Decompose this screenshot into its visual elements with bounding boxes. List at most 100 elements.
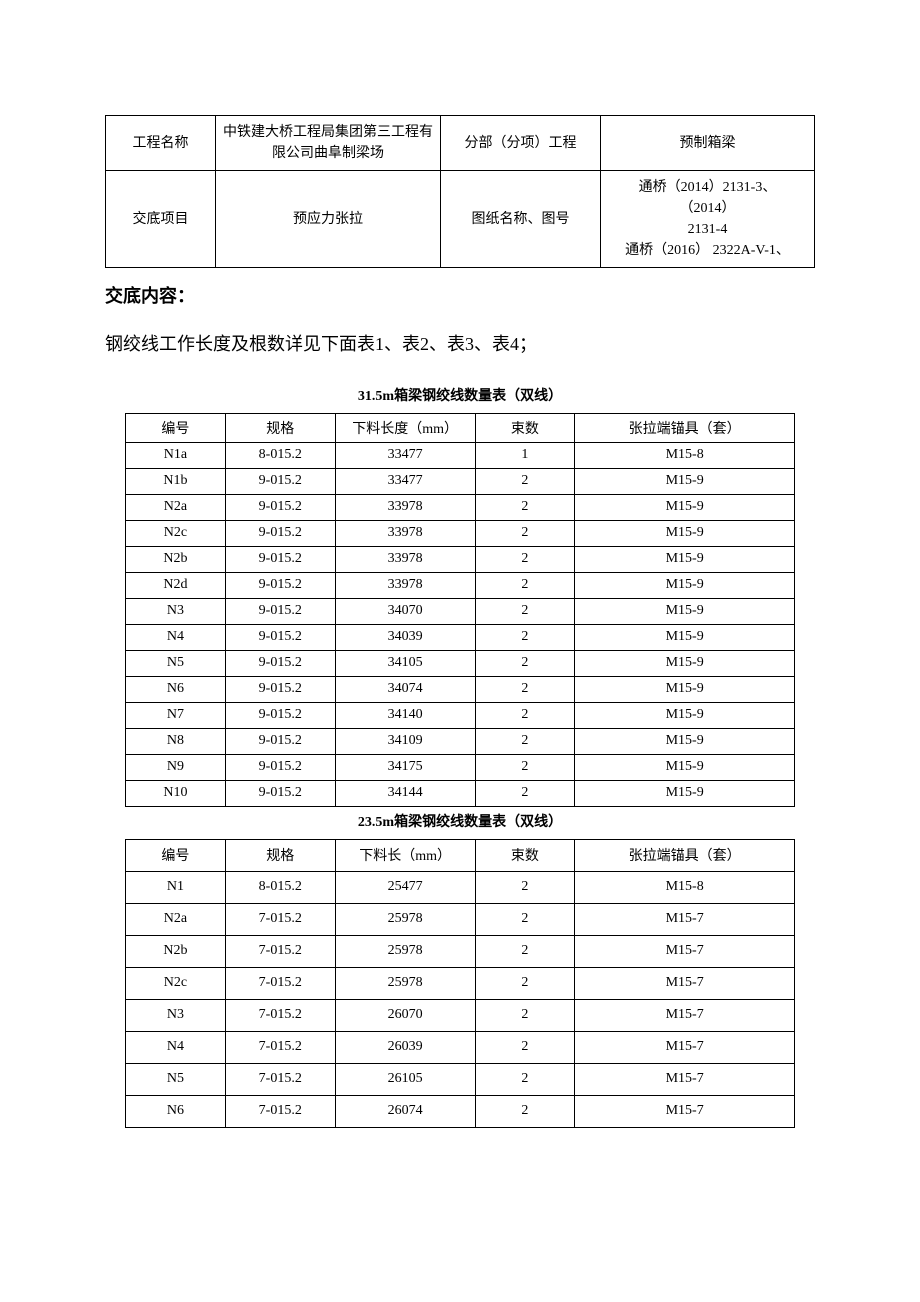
- table-cell: N6: [126, 1095, 226, 1127]
- drawing-line-2: （2014）: [605, 198, 810, 219]
- table-cell: M15-9: [575, 494, 795, 520]
- table-cell: N3: [126, 598, 226, 624]
- header-row-2: 交底项目 预应力张拉 图纸名称、图号 通桥（2014）2131-3、 （2014…: [106, 171, 815, 268]
- table-cell: N1: [126, 871, 226, 903]
- table-cell: M15-7: [575, 1063, 795, 1095]
- table2-head: 编号规格下料长（mm）束数张拉端锚具（套）: [126, 839, 795, 871]
- table-cell: 7-015.2: [225, 1095, 335, 1127]
- table-cell: N9: [126, 754, 226, 780]
- table1-header-row: 编号规格下料长度（mm）束数张拉端锚具（套）: [126, 413, 795, 442]
- table-cell: N2b: [126, 546, 226, 572]
- table-cell: M15-9: [575, 650, 795, 676]
- intro-text: 钢绞线工作长度及根数详见下面表1、表2、表3、表4；: [105, 330, 815, 359]
- table-cell: M15-9: [575, 754, 795, 780]
- header-info-table: 工程名称 中铁建大桥工程局集团第三工程有限公司曲阜制梁场 分部（分项）工程 预制…: [105, 115, 815, 268]
- table-cell: 33477: [335, 468, 475, 494]
- table-cell: 2: [475, 1063, 575, 1095]
- table-cell: 26105: [335, 1063, 475, 1095]
- table-cell: 1: [475, 442, 575, 468]
- table-cell: M15-7: [575, 999, 795, 1031]
- table-cell: N2c: [126, 520, 226, 546]
- table-cell: N4: [126, 1031, 226, 1063]
- table-row: N79-015.2341402M15-9: [126, 702, 795, 728]
- table-cell: 25978: [335, 967, 475, 999]
- table-cell: 9-015.2: [225, 598, 335, 624]
- table2-header-row: 编号规格下料长（mm）束数张拉端锚具（套）: [126, 839, 795, 871]
- table-cell: 2: [475, 903, 575, 935]
- table-cell: N10: [126, 780, 226, 806]
- header-value-project-name: 中铁建大桥工程局集团第三工程有限公司曲阜制梁场: [216, 116, 441, 171]
- table-cell: M15-7: [575, 903, 795, 935]
- table-row: N109-015.2341442M15-9: [126, 780, 795, 806]
- table-cell: 26070: [335, 999, 475, 1031]
- header-label-project-name: 工程名称: [106, 116, 216, 171]
- table-cell: M15-9: [575, 728, 795, 754]
- table-cell: 25477: [335, 871, 475, 903]
- table-row: N57-015.2261052M15-7: [126, 1063, 795, 1095]
- table-cell: 34140: [335, 702, 475, 728]
- column-header: 束数: [475, 413, 575, 442]
- table-cell: 25978: [335, 935, 475, 967]
- table-cell: N6: [126, 676, 226, 702]
- table-cell: 2: [475, 1031, 575, 1063]
- table-cell: N4: [126, 624, 226, 650]
- table-cell: N2b: [126, 935, 226, 967]
- header-row-1: 工程名称 中铁建大桥工程局集团第三工程有限公司曲阜制梁场 分部（分项）工程 预制…: [106, 116, 815, 171]
- table-cell: 2: [475, 598, 575, 624]
- table-cell: N7: [126, 702, 226, 728]
- table-cell: 2: [475, 728, 575, 754]
- table-row: N49-015.2340392M15-9: [126, 624, 795, 650]
- table1-body: N1a8-015.2334771M15-8N1b9-015.2334772M15…: [126, 442, 795, 806]
- table-cell: 8-015.2: [225, 871, 335, 903]
- table-cell: N2c: [126, 967, 226, 999]
- table-cell: 34074: [335, 676, 475, 702]
- table-cell: 2: [475, 676, 575, 702]
- table-cell: N2a: [126, 903, 226, 935]
- drawing-line-4: 通桥（2016） 2322A-V-1、: [605, 240, 810, 261]
- table-cell: 2: [475, 967, 575, 999]
- column-header: 编号: [126, 839, 226, 871]
- table2-body: N18-015.2254772M15-8N2a7-015.2259782M15-…: [126, 871, 795, 1127]
- table-cell: 26039: [335, 1031, 475, 1063]
- table-cell: 34175: [335, 754, 475, 780]
- header-label-disclosure: 交底项目: [106, 171, 216, 268]
- table-cell: 34109: [335, 728, 475, 754]
- table-cell: 8-015.2: [225, 442, 335, 468]
- table-cell: N5: [126, 650, 226, 676]
- table-row: N89-015.2341092M15-9: [126, 728, 795, 754]
- column-header: 下料长度（mm）: [335, 413, 475, 442]
- table-cell: M15-7: [575, 1031, 795, 1063]
- table-cell: 2: [475, 754, 575, 780]
- table-cell: 33978: [335, 520, 475, 546]
- table-cell: 34070: [335, 598, 475, 624]
- column-header: 张拉端锚具（套）: [575, 839, 795, 871]
- table-row: N39-015.2340702M15-9: [126, 598, 795, 624]
- table-cell: 9-015.2: [225, 754, 335, 780]
- table-cell: M15-9: [575, 676, 795, 702]
- table-row: N59-015.2341052M15-9: [126, 650, 795, 676]
- column-header: 束数: [475, 839, 575, 871]
- table-cell: 2: [475, 494, 575, 520]
- table-cell: M15-9: [575, 468, 795, 494]
- table-cell: N2d: [126, 572, 226, 598]
- drawing-line-1: 通桥（2014）2131-3、: [605, 177, 810, 198]
- table-cell: 33978: [335, 546, 475, 572]
- table-row: N67-015.2260742M15-7: [126, 1095, 795, 1127]
- table-row: N47-015.2260392M15-7: [126, 1031, 795, 1063]
- table-cell: 33477: [335, 442, 475, 468]
- table-cell: 7-015.2: [225, 903, 335, 935]
- table-cell: 2: [475, 702, 575, 728]
- table-cell: M15-9: [575, 572, 795, 598]
- table-cell: M15-8: [575, 442, 795, 468]
- table-cell: 7-015.2: [225, 999, 335, 1031]
- table-cell: 7-015.2: [225, 967, 335, 999]
- column-header: 下料长（mm）: [335, 839, 475, 871]
- table-cell: 9-015.2: [225, 728, 335, 754]
- table-row: N2b9-015.2339782M15-9: [126, 546, 795, 572]
- table-cell: 2: [475, 1095, 575, 1127]
- table-cell: 9-015.2: [225, 520, 335, 546]
- table-cell: 9-015.2: [225, 676, 335, 702]
- column-header: 张拉端锚具（套）: [575, 413, 795, 442]
- table-row: N2c9-015.2339782M15-9: [126, 520, 795, 546]
- table-row: N2c7-015.2259782M15-7: [126, 967, 795, 999]
